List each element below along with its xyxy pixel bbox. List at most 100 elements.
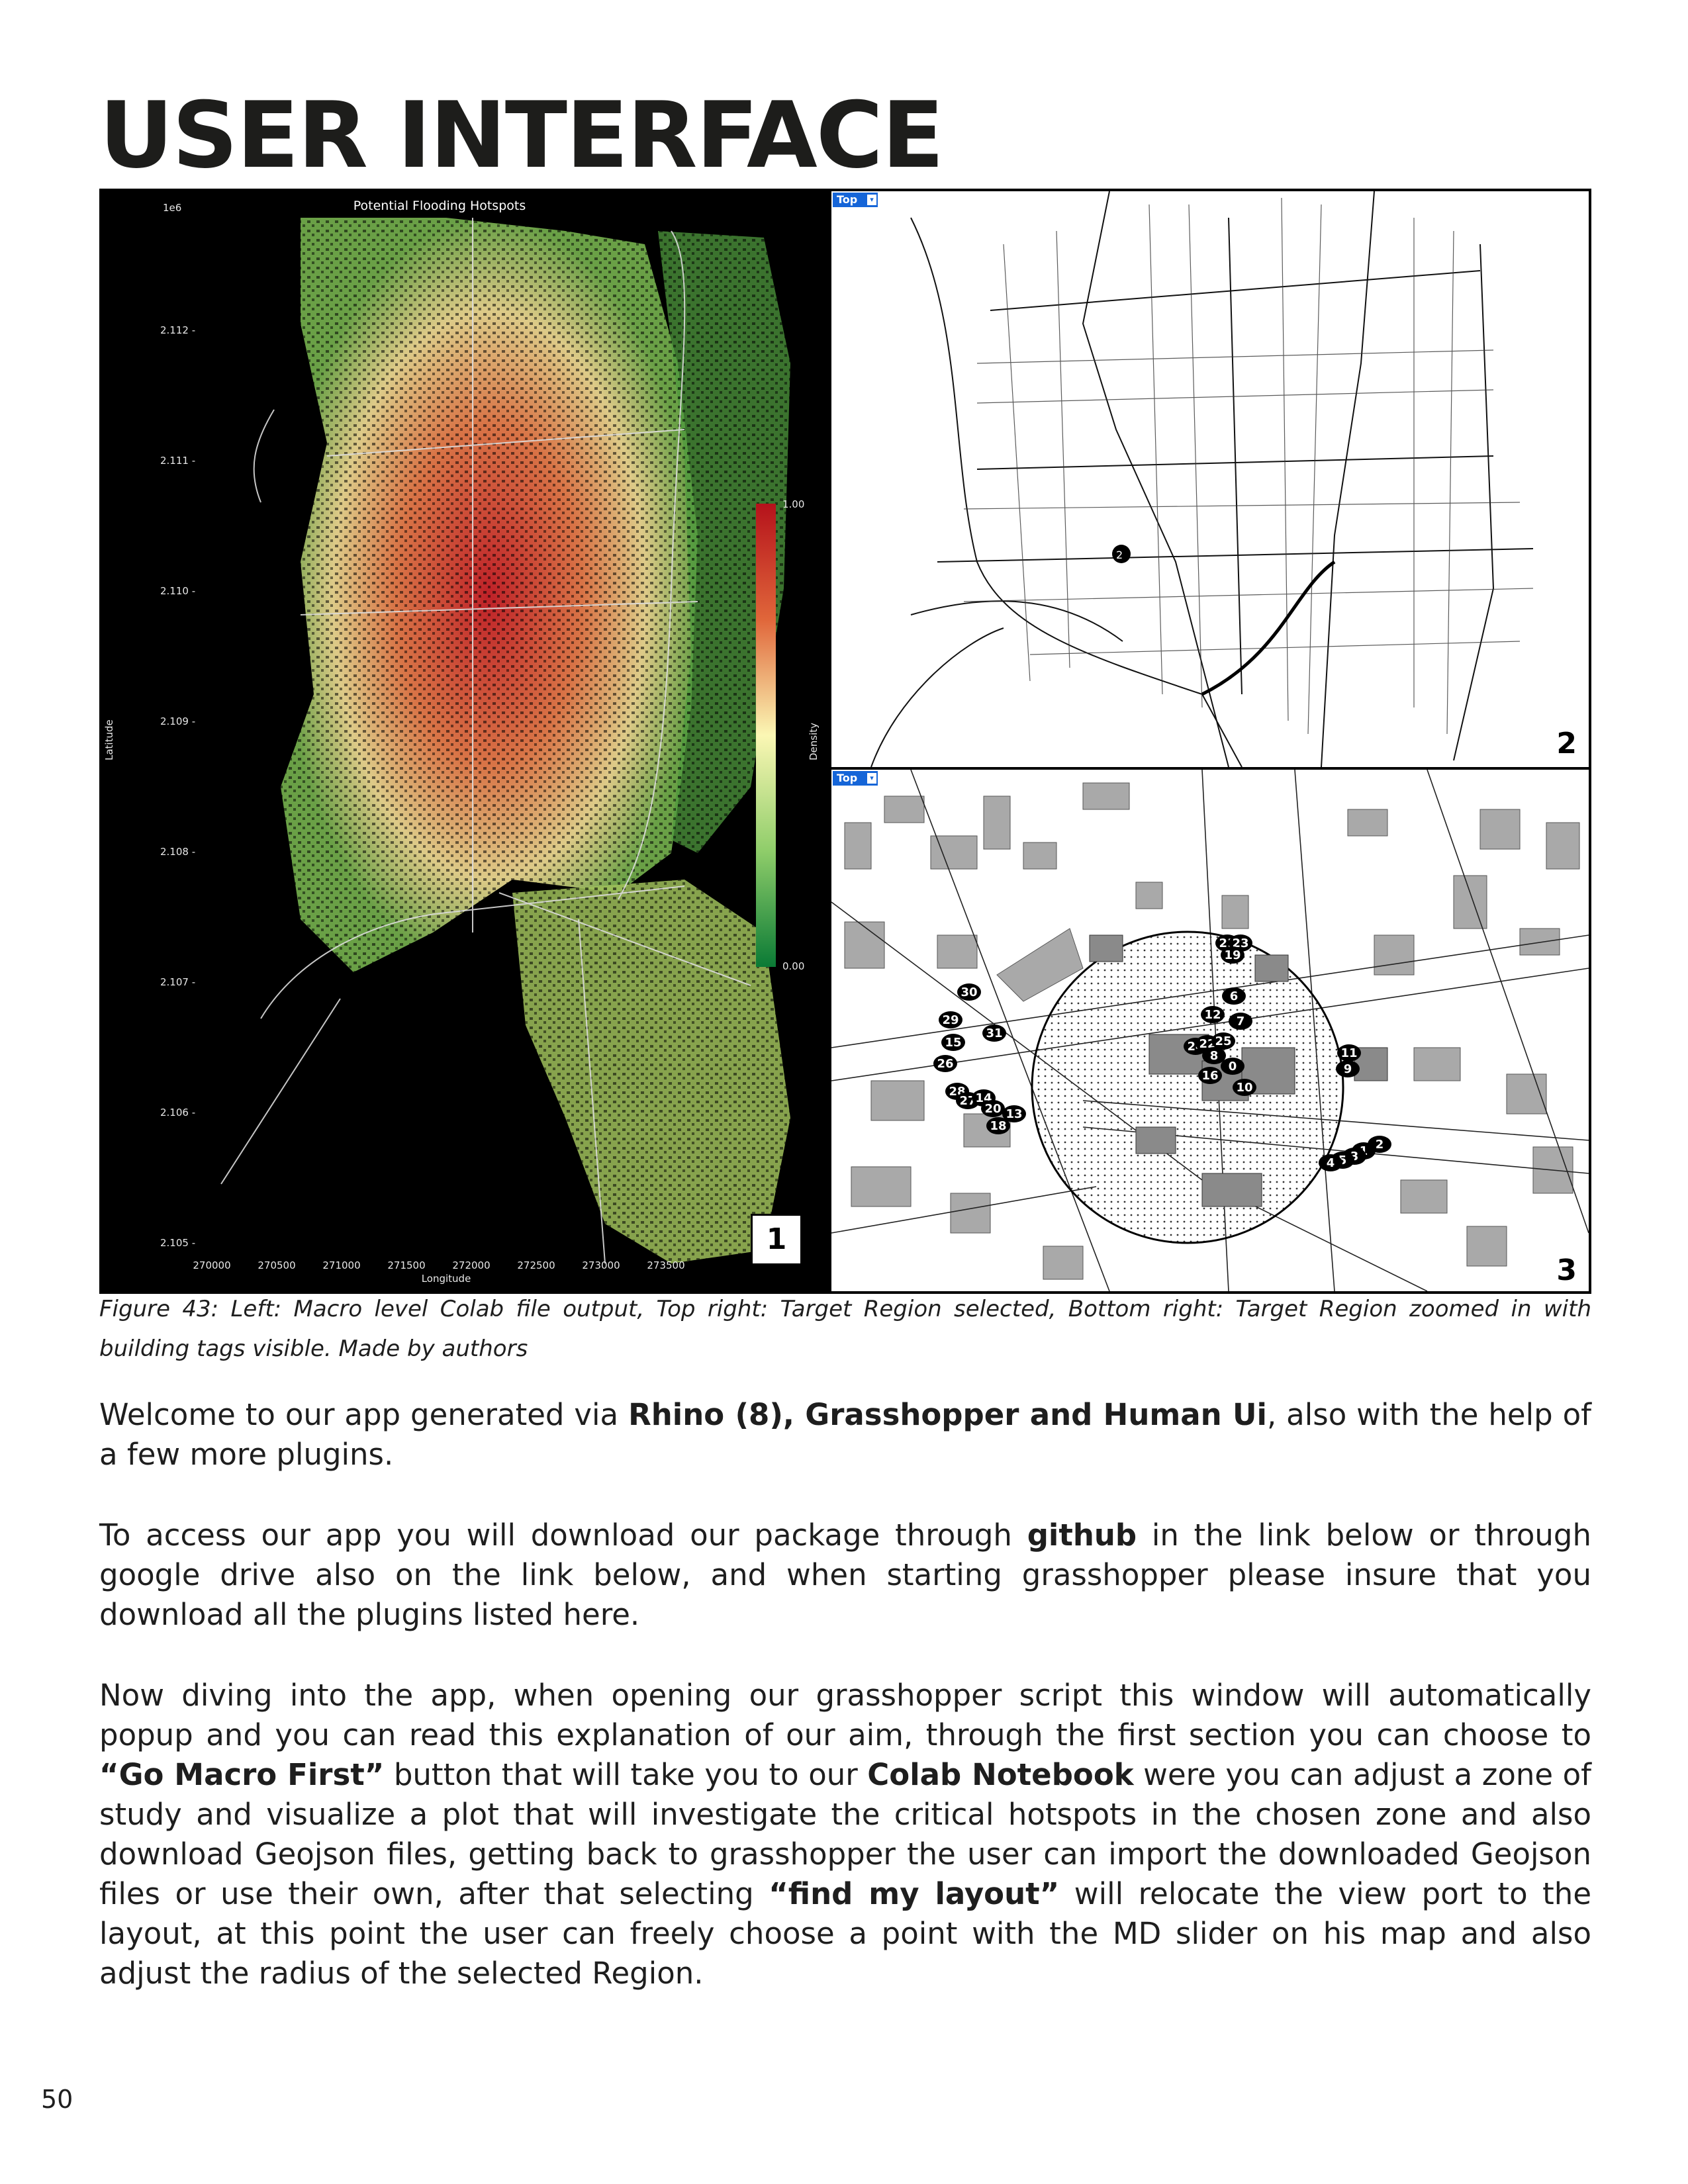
x-tick: 273000	[582, 1259, 620, 1271]
building-tag-label: 2	[1376, 1138, 1384, 1152]
view-tab-top[interactable]: Top ▾	[833, 771, 878, 786]
building-tag-marker	[1202, 1047, 1226, 1064]
selection-radius-circle[interactable]	[1031, 931, 1344, 1244]
macro-hotspot-map: Potential Flooding Hotspots 1e6	[102, 191, 829, 1291]
y-tick: 2.105 -	[160, 1237, 195, 1249]
x-tick: 272000	[452, 1259, 490, 1271]
building-tag-marker	[933, 1055, 957, 1072]
access-paragraph: To access our app you will download our …	[99, 1516, 1591, 1635]
building-tag-label: 30	[961, 985, 977, 999]
building-tag-label: 10	[1236, 1081, 1252, 1095]
building-tag: 30	[957, 983, 981, 1001]
chevron-down-icon[interactable]: ▾	[867, 195, 876, 205]
y-tick: 2.107 -	[160, 976, 195, 988]
density-colorbar	[756, 504, 776, 967]
building-tag: 13	[1002, 1105, 1026, 1122]
north-building-texture	[281, 218, 698, 972]
target-highway	[1201, 560, 1336, 696]
target-streets	[870, 191, 1534, 767]
building-tag-marker	[941, 1034, 965, 1051]
panel-number-1: 1	[751, 1214, 802, 1265]
target-marker	[1112, 545, 1131, 563]
y-tick: 2.108 -	[160, 846, 195, 858]
x-tick: 271500	[387, 1259, 425, 1271]
p1-text-a: Welcome to our app generated via	[99, 1397, 629, 1432]
building-tag: 0	[1221, 1058, 1244, 1075]
building-tag-label: 12	[1204, 1008, 1221, 1022]
building-tag-label: 7	[1237, 1015, 1245, 1028]
x-tick: 273500	[647, 1259, 684, 1271]
building-tag-marker	[981, 1100, 1005, 1117]
building-tag: 7	[1229, 1013, 1252, 1030]
p3-bold-colab: Colab Notebook	[867, 1757, 1134, 1792]
y-tick: 2.109 -	[160, 715, 195, 727]
building-tag-label: 11	[1340, 1046, 1357, 1060]
building-tag-label: 6	[1230, 989, 1239, 1003]
building-tag-marker	[939, 1011, 962, 1028]
building-tag: 29	[939, 1011, 962, 1028]
building-tag-marker	[1221, 946, 1244, 964]
figure-caption: Figure 43: Left: Macro level Colab file …	[99, 1296, 1591, 1362]
building-tag-label: 13	[1006, 1107, 1022, 1121]
p2-text-c: in the link below or through google driv…	[99, 1518, 1592, 1632]
building-tag: 12	[1201, 1006, 1225, 1023]
south-building-texture	[512, 880, 790, 1263]
building-tag-marker	[1319, 1154, 1342, 1171]
chevron-down-icon[interactable]: ▾	[867, 773, 876, 784]
p1-bold-software: Rhino (8), Grasshopper and Human Ui	[628, 1397, 1267, 1432]
view-tab-label: Top	[837, 193, 858, 206]
building-tag-marker	[1233, 1079, 1256, 1096]
building-tag: 18	[986, 1117, 1010, 1134]
building-tag: 19	[1221, 946, 1244, 964]
p3-text-e: were you can adjust a zone of study and …	[99, 1757, 1591, 1911]
x-tick: 271000	[322, 1259, 360, 1271]
view-tab-top[interactable]: Top ▾	[833, 193, 878, 207]
intro-paragraph: Welcome to our app generated via Rhino (…	[99, 1395, 1591, 1475]
building-tag-marker	[1201, 1006, 1225, 1023]
building-tag: 16	[1198, 1067, 1222, 1084]
building-tag-marker	[957, 983, 981, 1001]
building-tag: 25	[1211, 1032, 1235, 1050]
target-map-svg: 2	[870, 191, 1534, 767]
building-tag: 20	[981, 1100, 1005, 1117]
zoomed-region-viewport[interactable]: Top ▾	[831, 770, 1589, 1291]
macro-map-svg: Potential Flooding Hotspots 1e6	[103, 199, 820, 1285]
building-tag-label: 26	[937, 1057, 953, 1071]
building-tag-label: 29	[942, 1013, 959, 1027]
p3-text-a: Now diving into the app, when opening ou…	[99, 1678, 1591, 1752]
map-title: Potential Flooding Hotspots	[353, 199, 526, 213]
building-tag: 6	[1222, 987, 1246, 1005]
building-tag: 26	[933, 1055, 957, 1072]
figure-43: Potential Flooding Hotspots 1e6	[99, 189, 1591, 1294]
y-tick: 2.112 -	[160, 324, 195, 336]
p3-bold-go-macro: “Go Macro First”	[99, 1757, 385, 1792]
y-tick: 2.106 -	[160, 1107, 195, 1118]
building-tag-label: 25	[1215, 1034, 1231, 1048]
zoom-buildings	[844, 782, 1580, 1280]
building-tag-marker	[1211, 1032, 1235, 1050]
building-tag-marker	[1222, 987, 1246, 1005]
building-tag: 10	[1233, 1079, 1256, 1096]
building-tag-label: 8	[1210, 1049, 1219, 1063]
p3-text-g: will relocate the view port to the layou…	[99, 1876, 1592, 1991]
building-tag-label: 0	[1229, 1060, 1237, 1073]
y-tick: 2.110 -	[160, 585, 195, 597]
p1-text-c: , also with the help of a few more plugi…	[99, 1397, 1591, 1472]
target-region-viewport[interactable]: Top ▾	[831, 191, 1589, 767]
building-tag-label: 18	[990, 1119, 1006, 1133]
building-tag: 11	[1337, 1044, 1361, 1062]
building-tag: 4	[1319, 1154, 1342, 1171]
colorbar-label: Density	[808, 723, 820, 760]
x-tick: 270000	[193, 1259, 230, 1271]
building-tag-label: 16	[1201, 1069, 1218, 1083]
view-tab-label: Top	[837, 772, 858, 784]
building-tag: 15	[941, 1034, 965, 1051]
p3-text-c: button that will take you to our	[384, 1757, 868, 1792]
building-tag: 8	[1202, 1047, 1226, 1064]
building-tag: 31	[982, 1024, 1006, 1042]
building-tag-label: 31	[986, 1026, 1002, 1040]
building-tag-marker	[982, 1024, 1006, 1042]
macro-roads	[220, 218, 751, 1264]
